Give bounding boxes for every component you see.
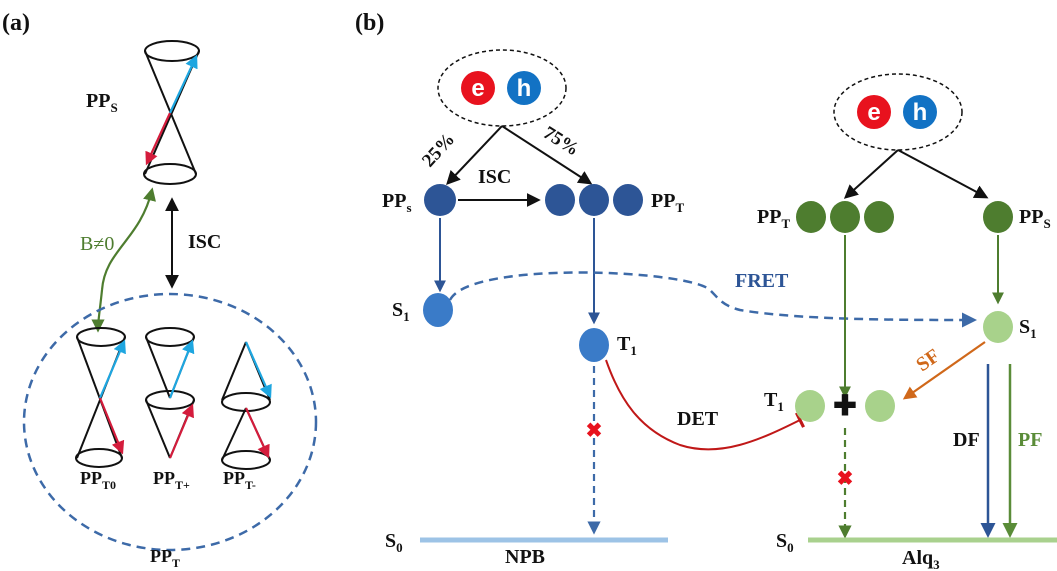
sf-arrow	[902, 341, 986, 400]
pp-t-label: PPT	[150, 546, 180, 570]
npb-isc-label: ISC	[478, 166, 511, 188]
npb-pps-state	[424, 184, 456, 216]
spin-down-arrow	[145, 112, 171, 166]
pp-t0-label: PPT0	[80, 468, 116, 492]
alq-hole-label: h	[913, 99, 928, 126]
npb-triplet-split-arrow	[501, 125, 593, 185]
alq-eh-pair-ring	[833, 73, 963, 151]
pp-s-label: PPS	[86, 90, 118, 115]
magnetic-field-label: B≠0	[80, 233, 114, 255]
tta-plus-icon: ✚	[833, 390, 856, 421]
alq-t1-state-left	[795, 390, 825, 422]
tminus-lower-arrow	[245, 407, 270, 459]
npb-eh-pair-ring	[437, 49, 567, 127]
t0-up-arrow	[98, 339, 126, 399]
triplet-manifold-circle	[22, 292, 318, 552]
panel-b-label: (b)	[355, 10, 384, 36]
alq-s0-label: S0	[776, 530, 794, 555]
npb-pps-label: PPs	[382, 190, 412, 215]
magnetic-field-arrow	[91, 187, 156, 333]
npb-hole	[507, 71, 541, 105]
tplus-cone	[145, 327, 195, 459]
alq-pps-label: PPS	[1019, 206, 1051, 231]
alq-pps-state	[983, 201, 1013, 233]
tplus-lower-arrow	[168, 403, 194, 459]
alq-s1-state	[983, 311, 1013, 343]
alq-material-label: Alq3	[902, 547, 940, 571]
tplus-upper-arrow	[168, 339, 195, 399]
alq-singlet-split-arrow	[897, 149, 989, 199]
fret-arrow	[448, 271, 977, 328]
alq-hole	[903, 95, 937, 129]
npb-material-label: NPB	[505, 546, 545, 568]
pp-tplus-label: PPT+	[153, 468, 190, 492]
alq-ppt-label: PPT	[757, 206, 790, 231]
npb-hole-label: h	[517, 75, 532, 102]
alq-t1-state-right	[865, 390, 895, 422]
spin-up-arrow	[169, 54, 198, 114]
tminus-cone	[221, 341, 271, 470]
tminus-upper-arrow	[244, 341, 272, 399]
singlet-cone	[143, 40, 200, 185]
alq-ppt-states	[796, 201, 894, 233]
npb-s1-label: S1	[392, 299, 410, 324]
t0-down-arrow	[98, 397, 125, 455]
det-label: DET	[677, 408, 719, 430]
alq-triplet-split-arrow	[843, 149, 899, 199]
df-label: DF	[953, 429, 980, 451]
isc-label-a: ISC	[188, 231, 221, 253]
pp-tminus-label: PPT-	[223, 468, 256, 492]
pct-25-label: 25%	[418, 129, 459, 171]
alq-forbidden-cross: ✖	[837, 468, 854, 490]
npb-t1-state	[579, 328, 609, 362]
alq-t1-label: T1	[764, 389, 784, 414]
npb-ppt-label: PPT	[651, 190, 684, 215]
alq-s1-label: S1	[1019, 316, 1037, 341]
panel-b: (b) e h 25% 75% PPs ISC PPT S1 FRET	[355, 10, 1057, 571]
npb-electron	[461, 71, 495, 105]
npb-ppt-states	[545, 184, 643, 216]
npb-electron-label: e	[471, 75, 484, 102]
det-arrow	[605, 359, 806, 451]
sf-label: SF	[912, 345, 944, 376]
npb-t1-label: T1	[617, 333, 637, 358]
npb-s1-state	[423, 293, 453, 327]
npb-singlet-split-arrow	[446, 125, 503, 186]
npb-s0-label: S0	[385, 530, 403, 555]
fret-label: FRET	[735, 270, 789, 292]
alq-electron	[857, 95, 891, 129]
panel-a: (a) PPS B≠0 ISC	[2, 10, 318, 570]
panel-a-label: (a)	[2, 10, 30, 36]
npb-forbidden-cross: ✖	[586, 420, 603, 442]
pf-label: PF	[1018, 429, 1042, 451]
alq-electron-label: e	[867, 99, 880, 126]
